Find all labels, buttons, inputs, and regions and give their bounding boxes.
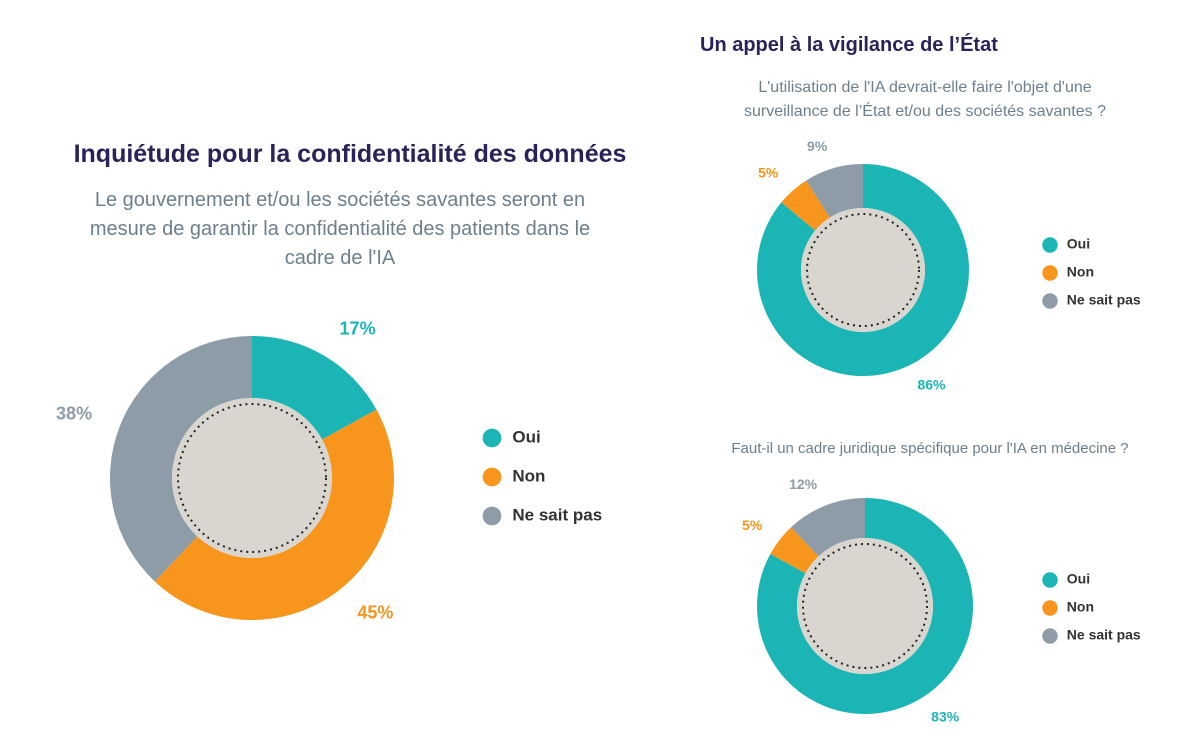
donut-slice <box>781 180 830 231</box>
donut-slice <box>109 336 252 582</box>
legend-label: Oui <box>1067 236 1090 252</box>
dotted-ring <box>177 403 327 553</box>
data-label: 5% <box>742 517 763 533</box>
donut-slice <box>791 498 865 557</box>
legend-label: Non <box>512 466 545 485</box>
data-label: 38% <box>56 403 92 423</box>
dotted-ring <box>806 213 920 327</box>
legend-label: Oui <box>1067 571 1090 587</box>
dotted-ring <box>802 543 928 669</box>
legend-label: Ne sait pas <box>1067 627 1141 643</box>
legend-swatch <box>1042 237 1058 253</box>
photo <box>797 538 933 674</box>
photo <box>801 208 925 332</box>
donut-slice <box>806 164 863 218</box>
legend-swatch <box>482 506 502 526</box>
chart-subtitle: L'utilisation de l'IA devrait-elle faire… <box>744 79 1106 120</box>
data-label: 83% <box>931 709 960 725</box>
donut-slice <box>252 336 377 440</box>
legend-label: Non <box>1067 599 1094 615</box>
data-label: 17% <box>340 319 376 339</box>
legend-swatch <box>482 467 502 487</box>
data-label: 9% <box>807 138 828 154</box>
donut-slice <box>757 498 973 715</box>
data-label: 5% <box>758 165 779 181</box>
legend-swatch <box>1042 293 1058 309</box>
legend-swatch <box>482 428 502 448</box>
legend-label: Oui <box>512 427 540 446</box>
chart-title: Inquiétude pour la confidentialité des d… <box>73 140 627 168</box>
donut-slice <box>154 409 394 620</box>
chart-subtitle: Le gouvernement et/ou les sociétés savan… <box>89 189 591 269</box>
chart-subtitle: Faut-il un cadre juridique spécifique po… <box>731 440 1129 457</box>
legend-swatch <box>1042 600 1058 616</box>
donut-slice <box>757 164 970 376</box>
section-title: Un appel à la vigilance de l’État <box>700 34 998 56</box>
data-label: 12% <box>789 476 818 492</box>
legend-label: Ne sait pas <box>512 505 602 524</box>
legend-swatch <box>1042 265 1058 281</box>
donut-slice <box>770 527 819 574</box>
legend-swatch <box>1042 572 1058 588</box>
data-label: 45% <box>357 603 393 623</box>
data-label: 86% <box>917 377 946 393</box>
legend-swatch <box>1042 628 1058 644</box>
legend-label: Non <box>1067 264 1094 280</box>
legend-label: Ne sait pas <box>1067 292 1141 308</box>
photo <box>172 398 332 558</box>
